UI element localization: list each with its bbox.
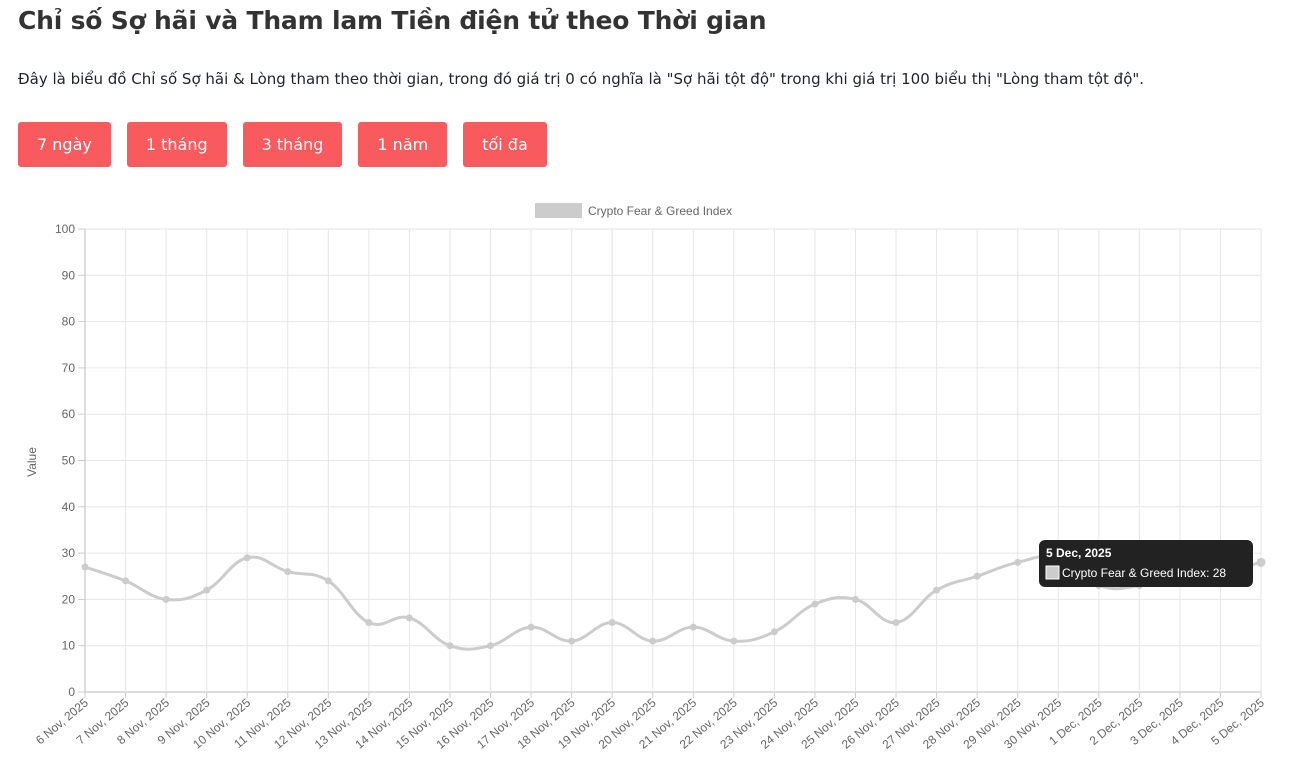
page-description: Đây là biểu đồ Chỉ số Sợ hãi & Lòng tham… [18,70,1145,88]
tooltip-swatch [1045,565,1060,580]
data-point[interactable] [851,595,859,603]
range-3-months-button[interactable]: 3 tháng [242,122,343,167]
legend-swatch [535,203,582,218]
data-point[interactable] [973,572,981,580]
page-title: Chỉ số Sợ hãi và Tham lam Tiền điện tử t… [18,6,767,35]
data-point[interactable] [527,623,535,631]
data-point[interactable] [324,577,332,585]
y-tick-label: 40 [62,500,76,514]
range-7-days-button[interactable]: 7 ngày [18,122,111,167]
data-point[interactable] [284,568,292,576]
data-point[interactable] [811,600,819,608]
data-point[interactable] [730,637,738,645]
data-point[interactable] [1256,557,1266,567]
y-tick-label: 90 [62,268,76,282]
tooltip-label: Crypto Fear & Greed Index: 28 [1062,566,1226,580]
data-point[interactable] [122,577,130,585]
y-axis: 0 10 20 30 40 50 60 70 80 90 100 [55,222,85,699]
data-point[interactable] [162,595,170,603]
y-tick-label: 70 [62,361,76,375]
y-tick-label: 80 [62,315,76,329]
chart-container: Crypto Fear & Greed Index 0 10 20 30 40 50 60 7… [0,195,1290,779]
y-tick-label: 30 [62,546,76,560]
data-point[interactable] [933,586,941,594]
tooltip-title: 5 Dec, 2025 [1046,546,1112,560]
y-tick-label: 60 [62,407,76,421]
y-tick-label: 10 [62,639,76,653]
data-point[interactable] [487,642,495,650]
data-point[interactable] [892,619,900,627]
data-point[interactable] [203,586,211,594]
tooltip-box [1039,540,1253,587]
data-point[interactable] [405,614,413,622]
range-max-button[interactable]: tối đa [463,122,547,167]
y-tick-label: 50 [62,454,76,468]
y-tick-label: 100 [55,222,75,236]
y-axis-title: Value [25,447,39,477]
legend-label: Crypto Fear & Greed Index [588,204,732,218]
data-point[interactable] [243,554,251,562]
data-point[interactable] [649,637,657,645]
range-1-month-button[interactable]: 1 tháng [126,122,227,167]
chart-grid [84,228,1262,693]
chart-legend[interactable]: Crypto Fear & Greed Index [535,203,732,218]
data-point[interactable] [365,619,373,627]
y-tick-label: 0 [68,685,75,699]
fear-greed-chart[interactable]: Crypto Fear & Greed Index 0 10 20 30 40 50 60 7… [0,195,1290,779]
tooltip: 5 Dec, 2025 Crypto Fear & Greed Index: 2… [1039,540,1253,587]
data-point[interactable] [608,619,616,627]
data-point[interactable] [81,563,89,571]
data-point[interactable] [1014,558,1022,566]
data-point[interactable] [770,628,778,636]
range-1-year-button[interactable]: 1 năm [358,122,448,167]
data-point[interactable] [446,642,454,650]
data-point[interactable] [568,637,576,645]
data-point[interactable] [689,623,697,631]
range-button-group: 7 ngày 1 tháng 3 tháng 1 năm tối đa [18,122,547,167]
y-tick-label: 20 [62,592,76,606]
